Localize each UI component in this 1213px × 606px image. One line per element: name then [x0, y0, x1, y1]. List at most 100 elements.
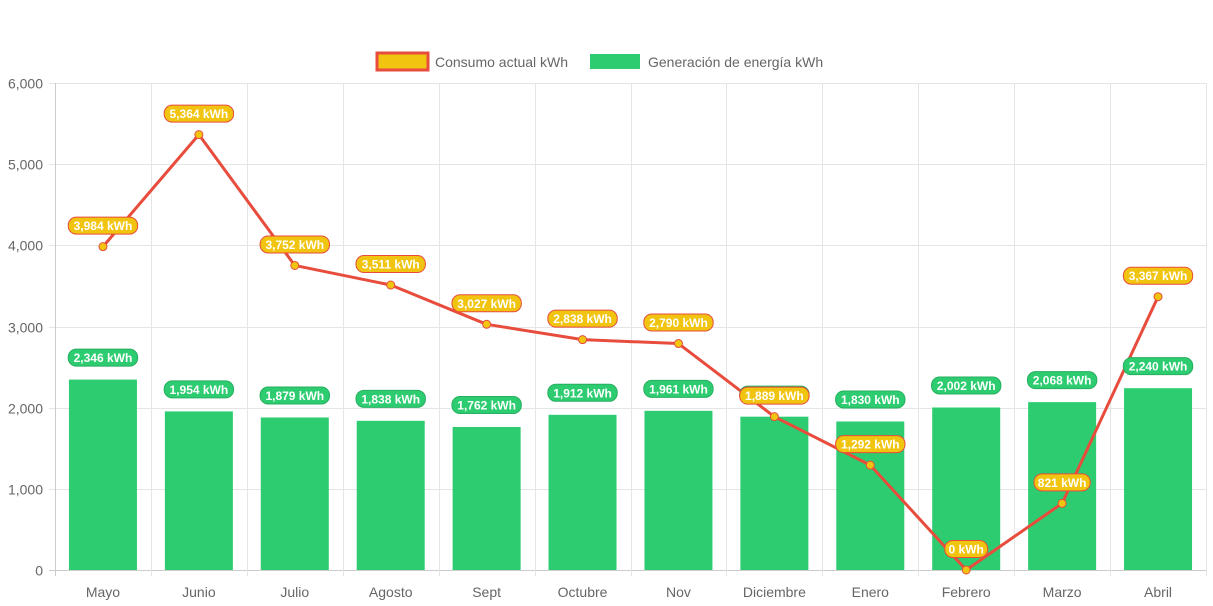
x-tick-label: Nov	[666, 584, 691, 600]
data-label-bg	[1122, 266, 1194, 285]
data-label-consumo: 3,367 kWh	[1122, 266, 1194, 285]
grid	[49, 83, 1207, 576]
data-label-text: 2,240 kWh	[1129, 360, 1188, 374]
data-label-consumo: 2,838 kWh	[547, 309, 618, 328]
data-label-text: 2,790 kWh	[649, 316, 708, 330]
bar-generacion-julio[interactable]	[260, 417, 329, 570]
data-label-bg	[259, 386, 330, 405]
data-label-text: 1,912 kWh	[553, 386, 612, 400]
data-label-text: 1,954 kWh	[170, 383, 229, 397]
point-consumo-diciembre[interactable]	[769, 412, 779, 422]
data-label-bg	[163, 380, 235, 399]
data-label-bg	[547, 309, 618, 328]
data-label-text: 3,367 kWh	[1129, 269, 1188, 283]
data-label-consumo: 3,752 kWh	[259, 235, 330, 254]
data-label-generacion: 1,961 kWh	[643, 379, 714, 398]
bar-generacion-sept[interactable]	[452, 426, 521, 570]
x-tick-label: Abril	[1144, 584, 1172, 600]
data-label-text: 1,838 kWh	[361, 392, 420, 406]
data-label-bg	[547, 383, 618, 402]
data-label-bg	[259, 235, 330, 254]
bar-generacion-diciembre[interactable]	[740, 416, 809, 570]
point-consumo-mayo[interactable]	[98, 242, 108, 252]
data-label-bg	[835, 390, 906, 409]
legend-item-consumo[interactable]: Consumo actual kWh	[375, 51, 568, 72]
data-label-bg	[1026, 371, 1098, 390]
data-label-text: 2,068 kWh	[1033, 374, 1092, 388]
data-label-text: 3,752 kWh	[265, 238, 324, 252]
data-label-bg	[1122, 357, 1194, 376]
data-label-consumo: 1,889 kWh	[739, 386, 810, 405]
data-label-text: 1,830 kWh	[841, 393, 900, 407]
point-consumo-agosto[interactable]	[386, 280, 396, 290]
legend-swatch-generacion	[590, 54, 640, 69]
data-label-text: 3,511 kWh	[362, 258, 420, 272]
point-consumo-julio[interactable]	[290, 260, 300, 270]
data-label-consumo: 821 kWh	[1033, 473, 1091, 492]
data-label-text: 1,292 kWh	[841, 438, 900, 452]
point-consumo-abril[interactable]	[1153, 292, 1163, 302]
x-tick-label: Diciembre	[743, 584, 806, 600]
data-label-bg	[67, 216, 139, 235]
point-consumo-sept[interactable]	[482, 319, 492, 329]
data-label-generacion: 1,912 kWh	[547, 383, 618, 402]
data-label-consumo: 3,511 kWh	[355, 255, 426, 274]
data-label-text: 1,961 kWh	[649, 382, 708, 396]
y-tick-label: 3,000	[8, 320, 43, 336]
bar-generacion-agosto[interactable]	[356, 420, 425, 570]
data-label-generacion: 2,002 kWh	[931, 376, 1002, 395]
point-consumo-marzo[interactable]	[1057, 498, 1067, 508]
data-label-bg	[67, 348, 139, 367]
bar-generacion-junio[interactable]	[164, 411, 233, 570]
data-label-text: 2,838 kWh	[553, 312, 612, 326]
data-label-generacion: 2,240 kWh	[1122, 357, 1194, 376]
data-label-bg	[451, 294, 522, 313]
bar-generacion-abril[interactable]	[1124, 388, 1193, 570]
point-consumo-nov[interactable]	[673, 339, 683, 349]
x-tick-label: Marzo	[1043, 584, 1082, 600]
data-label-generacion: 1,954 kWh	[163, 380, 235, 399]
legend: Consumo actual kWh Generación de energía…	[375, 51, 823, 72]
data-label-bg	[355, 389, 426, 408]
data-label-generacion: 1,879 kWh	[259, 386, 330, 405]
data-label-consumo: 5,364 kWh	[163, 104, 235, 123]
point-consumo-octubre[interactable]	[578, 335, 588, 345]
data-label-generacion: 2,346 kWh	[67, 348, 139, 367]
data-label-consumo: 0 kWh	[944, 540, 989, 558]
y-axis: 0 1,000 2,000 3,000 4,000 5,000 6,000	[8, 76, 43, 579]
legend-label-consumo: Consumo actual kWh	[435, 54, 568, 70]
bar-generacion-octubre[interactable]	[548, 414, 617, 570]
bar-generacion-nov[interactable]	[644, 410, 713, 570]
data-label-bg	[451, 395, 522, 414]
y-tick-label: 5,000	[8, 157, 43, 173]
data-label-bg	[835, 435, 906, 454]
data-label-text: 3,984 kWh	[74, 219, 133, 233]
data-label-consumo: 2,790 kWh	[643, 313, 714, 332]
data-label-generacion: 1,830 kWh	[835, 390, 906, 409]
data-label-text: 2,002 kWh	[937, 379, 996, 393]
legend-label-generacion: Generación de energía kWh	[648, 54, 823, 70]
y-tick-label: 1,000	[8, 482, 43, 498]
data-label-consumo: 3,984 kWh	[67, 216, 139, 235]
data-label-text: 3,027 kWh	[457, 297, 516, 311]
data-label-bg	[643, 313, 714, 332]
point-consumo-enero[interactable]	[865, 460, 875, 470]
y-tick-label: 0	[35, 563, 43, 579]
data-label-generacion: 2,068 kWh	[1026, 371, 1098, 390]
y-tick-label: 2,000	[8, 401, 43, 417]
point-consumo-febrero[interactable]	[961, 565, 971, 575]
data-label-consumo: 3,027 kWh	[451, 294, 522, 313]
point-consumo-junio[interactable]	[194, 130, 204, 140]
data-label-generacion: 1,838 kWh	[355, 389, 426, 408]
bar-generacion-mayo[interactable]	[68, 379, 137, 570]
x-tick-label: Octubre	[558, 584, 608, 600]
x-tick-label: Sept	[472, 584, 501, 600]
legend-swatch-consumo	[375, 51, 430, 72]
legend-item-generacion[interactable]: Generación de energía kWh	[590, 54, 823, 70]
data-label-bg	[944, 540, 989, 558]
y-tick-label: 6,000	[8, 76, 43, 92]
data-label-text: 1,889 kWh	[745, 389, 804, 403]
data-label-text: 2,346 kWh	[74, 351, 133, 365]
